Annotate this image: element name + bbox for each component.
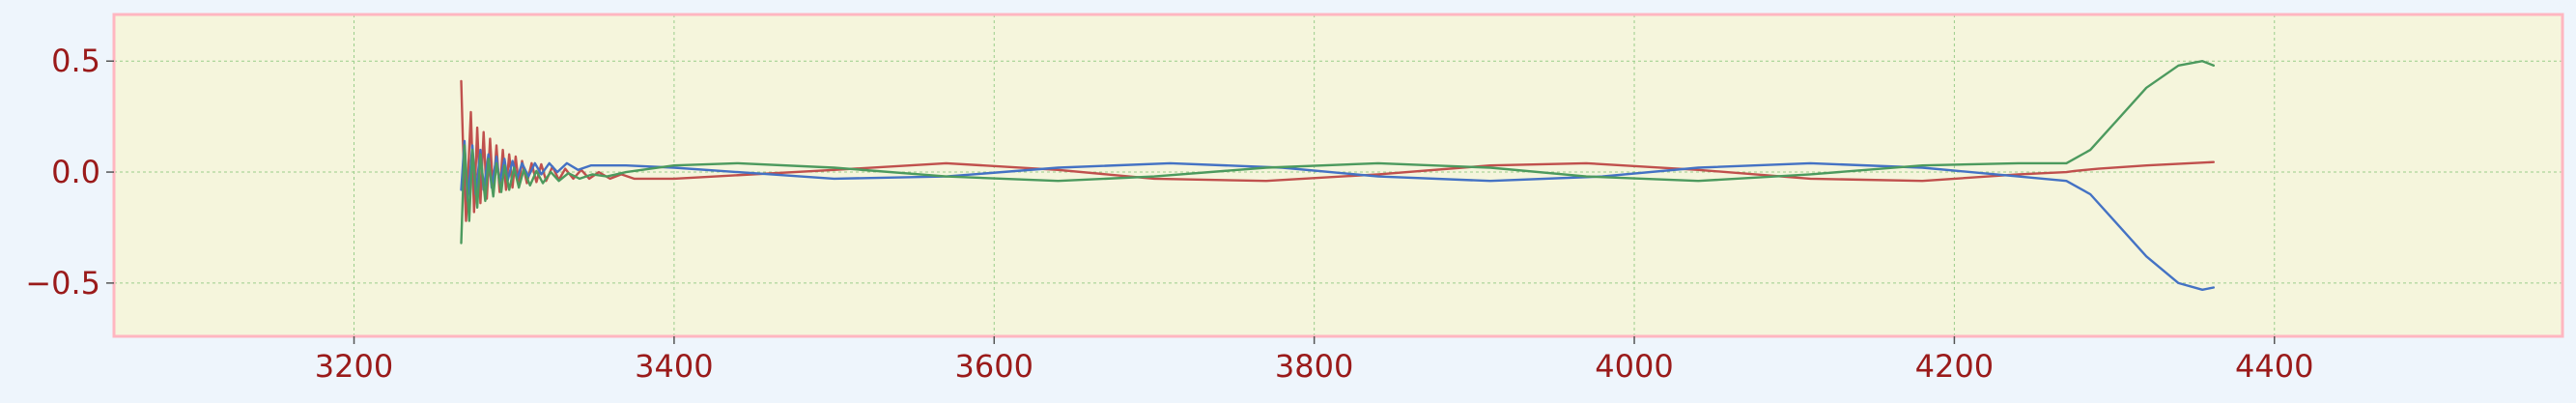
x-tick-label: 3400 xyxy=(635,348,713,385)
series-line-3 xyxy=(460,60,2216,245)
x-tick-label: 3600 xyxy=(955,348,1033,385)
x-tick-label: 4000 xyxy=(1595,348,1673,385)
y-tick-label: 0.0 xyxy=(51,154,100,190)
x-tick-label: 4200 xyxy=(1915,348,1994,385)
y-tick-label: −0.5 xyxy=(25,265,100,302)
series-line-1 xyxy=(460,79,2216,222)
x-tick-label: 4400 xyxy=(2235,348,2313,385)
x-axis: 3200 3400 3600 3800 4000 4200 4400 xyxy=(315,336,2313,385)
y-tick-label: 0.5 xyxy=(51,43,100,79)
series-layer xyxy=(460,60,2216,291)
x-tick-label: 3200 xyxy=(315,348,393,385)
y-axis: 0.5 0.0 −0.5 xyxy=(25,43,114,302)
x-tick-label: 3800 xyxy=(1275,348,1353,385)
plot-frame xyxy=(112,13,2564,338)
